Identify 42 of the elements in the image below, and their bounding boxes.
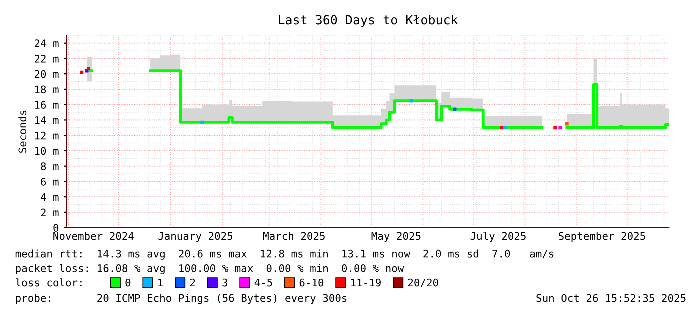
point [565,122,569,126]
y-tick-label: 8 m [41,162,59,170]
x-tick-label: July 2025 [470,232,526,242]
point [500,126,504,130]
point [86,67,90,70]
y-tick-label: 2 m [41,208,59,216]
y-tick-label: 14 m [35,116,59,124]
y-tick-label: 24 m [34,40,59,48]
x-tick-label: January 2025 [158,232,233,242]
y-tick-label: 10 m [35,147,59,156]
legend-label: 1 [158,278,163,287]
point [558,126,562,130]
point [80,70,84,74]
text: packet loss: 16.08 % avg 100.00 % max 0.00 % min 0.00 % now [16,264,404,274]
x-tick-label: March 2025 [263,232,325,240]
x-tick-label: May 2025 [372,232,421,242]
legend-label: 3 [222,278,228,287]
y-axis-title: Seconds [18,110,27,153]
y-tick-label: 20 m [34,70,59,78]
legend-label: 4-5 [254,278,272,287]
y-tick-label: 4 m [40,193,59,202]
y-tick-label: 16 m [35,101,59,109]
point [554,126,558,130]
legend-title: loss color: [16,278,82,287]
legend-label: 11-19 [352,278,381,287]
legend-label: 6-10 [300,278,324,287]
text: median rtt: 14.3 ms avg 20.6 ms max 12.8 ms min 13.1 ms now 2.0 ms sd 7.0 am/s [16,250,554,260]
point [200,120,204,124]
y-tick-label: 6 m [41,178,59,186]
chart-title: Last 360 Days to Kłobuck [279,14,458,28]
text: Sun Oct 26 15:52:35 2025 [536,294,686,302]
y-tick-label: 22 m [34,54,59,63]
legend-label: 20/20 [408,278,438,288]
y-tick-label: 0 [54,224,59,232]
point [503,126,507,130]
y-tick-label: 18 m [35,86,59,94]
legend-label: 2 [190,278,196,287]
legend-label: 0 [126,278,131,287]
x-tick-label: September 2025 [559,232,646,242]
text: probe: 20 ICMP Echo Pings (56 Bytes) every 300s [16,294,347,304]
x-tick-label: November 2024 [54,232,134,240]
y-tick-label: 12 m [35,132,59,140]
